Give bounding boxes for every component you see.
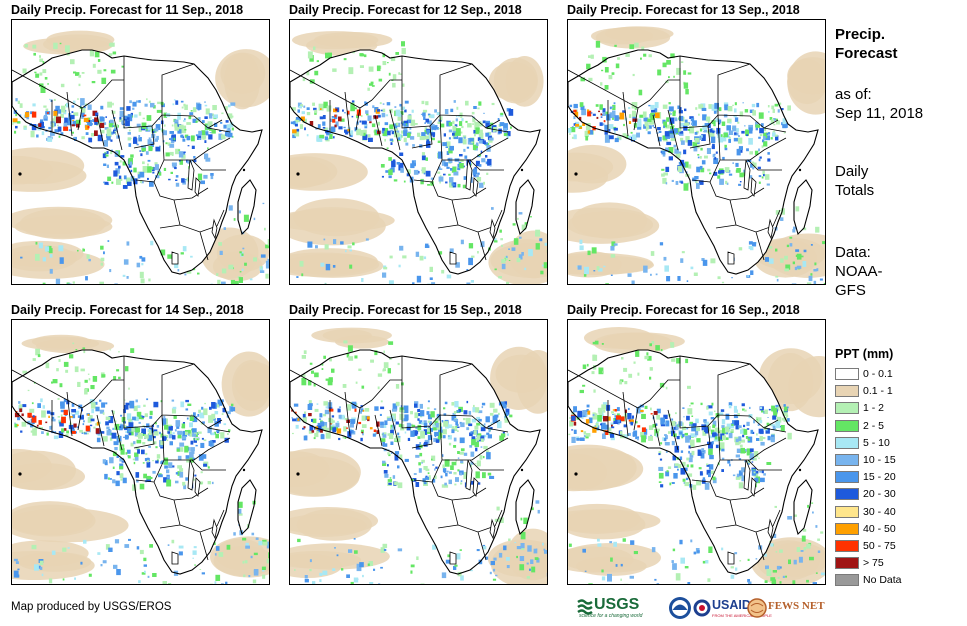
forecast-panel-6: Daily Precip. Forecast for 16 Sep., 2018 (567, 300, 826, 587)
noaa-logo (668, 596, 692, 620)
legend-label: > 75 (863, 557, 884, 570)
panel-title: Daily Precip. Forecast for 11 Sep., 2018 (11, 3, 244, 17)
legend-title: PPT (mm) (835, 347, 894, 361)
precip-map (11, 319, 270, 585)
data-line-1: Data: (835, 244, 871, 261)
legend-swatch (835, 436, 859, 449)
legend-label: 15 - 20 (863, 471, 896, 484)
legend-swatch (835, 522, 859, 535)
legend-swatch (835, 488, 859, 501)
legend-label: No Data (863, 574, 902, 587)
panel-title: Daily Precip. Forecast for 12 Sep., 2018 (289, 3, 522, 17)
legend-label: 0.1 - 1 (863, 385, 893, 398)
side-heading-2: Forecast (835, 45, 898, 62)
legend-swatch (835, 557, 859, 570)
panel-title: Daily Precip. Forecast for 14 Sep., 2018 (11, 303, 244, 317)
forecast-panel-3: Daily Precip. Forecast for 13 Sep., 2018 (567, 0, 826, 287)
side-heading-1: Precip. (835, 26, 886, 43)
data-line-3: GFS (835, 282, 866, 299)
usaid-tagline: FROM THE AMERICAN PEOPLE (712, 613, 772, 618)
forecast-panel-4: Daily Precip. Forecast for 14 Sep., 2018 (11, 300, 270, 587)
legend-swatch (835, 505, 859, 518)
legend-swatch (835, 574, 859, 587)
usgs-tagline: science for a changing world (579, 613, 643, 619)
legend-label: 30 - 40 (863, 505, 896, 518)
precip-map (567, 319, 826, 585)
noaa-seal-icon (669, 597, 691, 619)
legend-label: 2 - 5 (863, 419, 885, 432)
panel-title: Daily Precip. Forecast for 16 Sep., 2018 (567, 303, 800, 317)
usgs-logo: USGS science for a changing world (577, 596, 663, 620)
legend-swatch (835, 419, 859, 432)
usaid-seal-icon (693, 599, 711, 617)
legend-label: 1 - 2 (863, 402, 885, 415)
fews-globe-icon (747, 598, 767, 618)
usaid-wordmark: USAID (712, 598, 751, 612)
legend-swatch (835, 385, 859, 398)
usgs-wordmark: USGS (594, 596, 640, 613)
fews-wordmark: FEWS NET (768, 600, 825, 612)
precip-map (289, 19, 548, 285)
legend-label: 10 - 15 (863, 454, 896, 466)
africa-map-svg (290, 31, 547, 284)
forecast-panel-5: Daily Precip. Forecast for 15 Sep., 2018 (289, 300, 548, 587)
panel-title: Daily Precip. Forecast for 13 Sep., 2018 (567, 3, 800, 17)
forecast-panel-1: Daily Precip. Forecast for 11 Sep., 2018 (11, 0, 270, 287)
africa-map-svg (568, 327, 825, 584)
credit-text: Map produced by USGS/EROS (11, 601, 172, 613)
legend-label: 50 - 75 (863, 540, 896, 552)
precip-map (567, 19, 826, 285)
totals-line-2: Totals (835, 182, 875, 199)
legend-label: 40 - 50 (863, 522, 896, 535)
legend-label: 0 - 0.1 (863, 368, 893, 380)
usaid-logo: USAID FROM THE AMERICAN PEOPLE (693, 596, 772, 620)
panel-title: Daily Precip. Forecast for 15 Sep., 2018 (289, 303, 522, 317)
legend-swatch (835, 454, 859, 466)
asof-date: Sep 11, 2018 (835, 105, 924, 122)
africa-map-svg (290, 327, 547, 584)
africa-map-svg (12, 30, 269, 284)
forecast-panel-2: Daily Precip. Forecast for 12 Sep., 2018 (289, 0, 548, 287)
legend-swatch (835, 402, 859, 415)
totals-line-1: Daily (835, 163, 869, 180)
precip-map (11, 19, 270, 285)
africa-map-svg (568, 26, 825, 284)
data-line-2: NOAA- (835, 263, 883, 280)
legend-label: 5 - 10 (863, 436, 890, 449)
usgs-wave-icon (577, 599, 593, 615)
fews-net-logo: FEWS NET (747, 596, 825, 620)
legend-swatch (835, 368, 859, 380)
legend-swatch (835, 540, 859, 552)
africa-map-svg (12, 334, 269, 584)
precip-map (289, 319, 548, 585)
asof-label: as of: (835, 86, 872, 103)
legend-label: 20 - 30 (863, 488, 896, 501)
legend-swatch (835, 471, 859, 484)
